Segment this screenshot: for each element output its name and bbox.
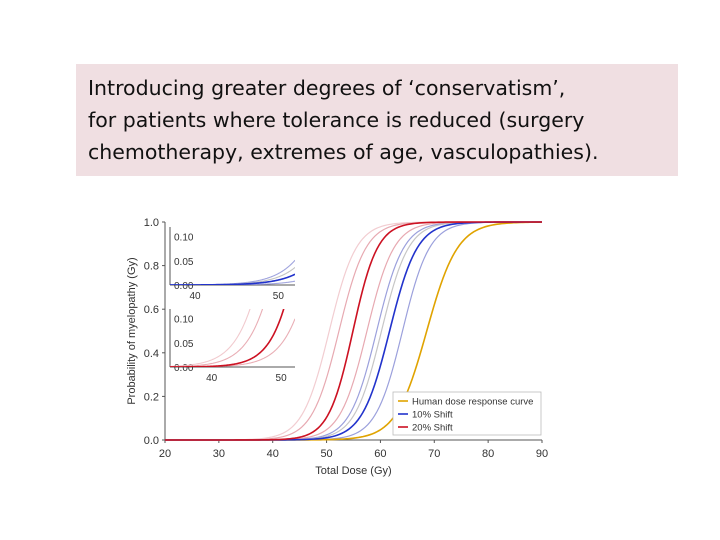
inset-curve [170, 309, 285, 367]
callout-line-2: for patients where tolerance is reduced … [88, 108, 585, 132]
legend-box [392, 391, 542, 436]
inset-x-tick-label: 40 [189, 291, 201, 302]
inset-chart-10pct: 0.00 0.05 0.10 40 50 [169, 227, 295, 302]
series-curve [165, 221, 542, 441]
inset-curves [170, 259, 295, 285]
inset-curve [170, 273, 295, 285]
inset-y-tick-label: 0.05 [174, 257, 194, 268]
callout-line-3: chemotherapy, extremes of age, vasculopa… [88, 140, 599, 164]
inset-chart-20pct: 0.00 0.05 0.10 40 50 [169, 309, 295, 384]
x-axis-title: Total Dose (Gy) [315, 465, 391, 477]
inset-x-tick-label: 50 [276, 373, 288, 384]
inset-curve [170, 309, 251, 367]
y-tick-label: 0.4 [144, 348, 159, 360]
inset-y-tick-label: 0.10 [174, 233, 194, 244]
callout-line-1: Introducing greater degrees of ‘conserva… [88, 76, 566, 100]
x-tick-label: 20 [159, 448, 171, 460]
inset-y-tick-label: 0.10 [174, 315, 194, 326]
x-tick-label: 30 [213, 448, 225, 460]
y-tick-label: 0.0 [144, 435, 159, 447]
y-tick-label: 0.2 [144, 391, 159, 403]
inset-background [170, 309, 295, 367]
legend-label: 10% Shift [412, 410, 453, 421]
y-tick-label: 0.6 [144, 304, 159, 316]
y-tick-label: 0.8 [144, 261, 159, 273]
inset-y-tick-label: 0.00 [174, 281, 194, 292]
inset-y-tick-label: 0.05 [174, 339, 194, 350]
main-curves [165, 221, 543, 441]
x-tick-label: 40 [267, 448, 279, 460]
inset-x-tick-label: 50 [273, 291, 285, 302]
legend-label: 20% Shift [412, 423, 453, 434]
inset-curve [170, 309, 264, 367]
inset-curves [170, 309, 295, 367]
callout-box: Introducing greater degrees of ‘conserva… [76, 64, 678, 176]
dose-response-chart: 20 30 40 50 60 70 80 90 0.0 0.2 0.4 0.6 0.8 1.0 Total … [126, 217, 548, 477]
x-tick-label: 50 [320, 448, 332, 460]
legend-label: Human dose response curve [412, 397, 533, 408]
x-tick-label: 90 [536, 448, 548, 460]
legend: Human dose response curve 10% Shift 20% Sh… [392, 391, 542, 436]
inset-x-tick-label: 40 [206, 373, 218, 384]
y-tick-label: 1.0 [144, 217, 159, 229]
y-axis-title: Probability of myelopathy (Gy) [126, 257, 138, 404]
x-tick-label: 60 [374, 448, 386, 460]
main-axes: 20 30 40 50 60 70 80 90 0.0 0.2 0.4 0.6 0.8 1.0 Total … [126, 217, 548, 477]
x-tick-label: 80 [482, 448, 494, 460]
x-tick-label: 70 [428, 448, 440, 460]
inset-y-tick-label: 0.00 [174, 363, 194, 374]
